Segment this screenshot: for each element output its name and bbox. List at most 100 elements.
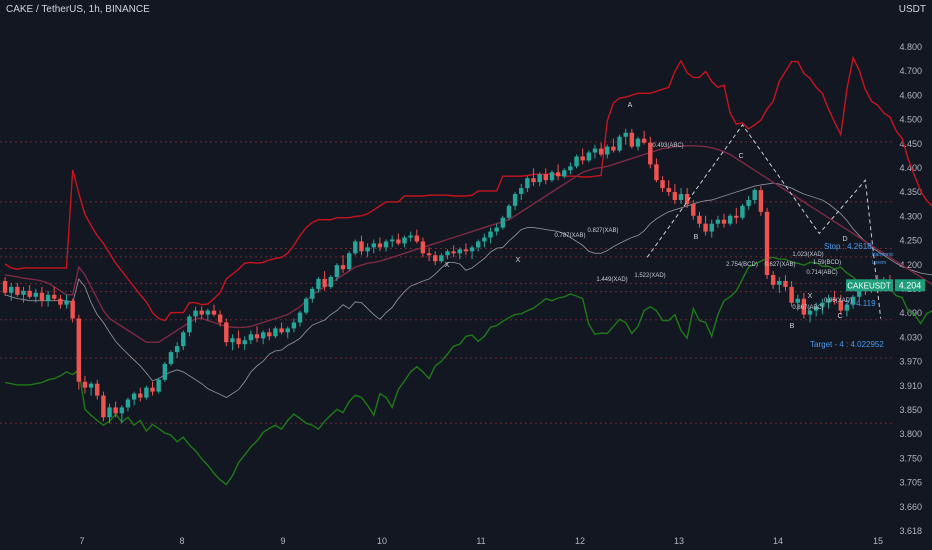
candle-body [691, 203, 696, 216]
candle-body [389, 239, 395, 242]
y-tick-label: 4.200 [899, 260, 922, 270]
candle-body [402, 237, 407, 244]
candle-body [297, 312, 303, 323]
candle-body [113, 407, 118, 414]
y-tick-label: 3.800 [899, 429, 922, 439]
y-tick-label: 4.350 [899, 187, 922, 197]
symbol-tag-label: CAKEUSDT [847, 281, 891, 290]
y-tick-label: 4.030 [899, 332, 922, 342]
candle-body [316, 278, 321, 289]
mini-label: Harmonic [872, 252, 894, 258]
candle-body [174, 346, 180, 353]
y-tick-label: 3.750 [899, 453, 922, 463]
ratio-label: 0.627(XAB) [764, 262, 795, 268]
candle-body [359, 241, 364, 252]
candle-body [187, 316, 192, 333]
candle-body [322, 278, 327, 287]
candle-body [697, 215, 702, 224]
pattern-point-label: X [808, 293, 813, 300]
y-tick-label: 3.910 [899, 381, 922, 391]
candle-body [506, 205, 512, 218]
pattern-point-label: B [790, 323, 795, 330]
last-price-tag [895, 279, 925, 292]
candle-body [138, 393, 143, 398]
target-4-label: Target - 4 : 4.022952 [810, 340, 884, 349]
pattern-point-label: B [694, 234, 699, 241]
candle-body [119, 407, 125, 414]
target-2-label: 2 : 4.119 [845, 299, 876, 308]
pattern-point-label: D [842, 236, 847, 243]
candle-body [101, 395, 106, 418]
candle-body [21, 290, 26, 295]
candle-body [125, 399, 131, 408]
candle-body [488, 231, 493, 238]
y-tick-label: 3.850 [899, 405, 922, 415]
candle-body [144, 387, 149, 398]
candle-body [752, 190, 757, 200]
candle-body [727, 215, 733, 224]
candle-body [807, 310, 813, 315]
candle-body [131, 393, 137, 400]
candle-body [248, 334, 254, 341]
candle-body [82, 381, 88, 388]
pattern-point-label: C [837, 313, 842, 320]
candle-body [672, 192, 678, 200]
candle-body [199, 310, 204, 315]
candle-body [795, 298, 800, 303]
candle-body [531, 178, 536, 183]
candle-body [310, 288, 315, 299]
candle-body [684, 194, 690, 204]
y-tick-label: 4.800 [899, 42, 922, 52]
candle-body [420, 241, 426, 254]
last-price-label: 4.204 [899, 280, 922, 290]
candle-body [721, 219, 727, 224]
candle-body [45, 294, 51, 301]
y-tick-label: 4.300 [899, 211, 922, 221]
candle-body [555, 172, 561, 177]
candle-body [181, 332, 186, 347]
candle-body [273, 328, 278, 337]
x-tick-label: 12 [575, 536, 585, 546]
x-tick-label: 9 [280, 536, 285, 546]
candle-body [715, 219, 721, 224]
candle-body [291, 322, 297, 329]
candle-body [236, 338, 241, 345]
candle-body [838, 300, 843, 311]
candle-body [703, 223, 708, 232]
candle-body [211, 310, 217, 315]
candle-body [519, 188, 524, 195]
candle-body [242, 340, 247, 345]
candle-body [678, 194, 684, 200]
candle-body [623, 132, 628, 137]
y-tick-label: 4.400 [899, 163, 922, 173]
ratio-label: 1.023(XAD) [792, 252, 823, 258]
candle-body [95, 383, 100, 396]
candle-body [574, 156, 579, 167]
candle-body [217, 314, 223, 323]
candle-body [592, 148, 598, 153]
candle-body [445, 251, 450, 256]
currency-label: USDT [898, 4, 926, 15]
candle-body [666, 188, 671, 193]
candle-body [813, 306, 819, 311]
ratio-label: 1.449(XAD) [596, 277, 627, 283]
candle-body [254, 334, 260, 339]
candle-body [439, 255, 444, 262]
candle-body [844, 304, 850, 311]
candle-body [39, 292, 45, 301]
candle-body [168, 352, 174, 364]
ratio-label: 0.787(XAB) [554, 233, 585, 239]
candle-body [33, 292, 39, 297]
candle-body [76, 318, 82, 382]
candle-body [476, 241, 481, 248]
candle-body [482, 237, 487, 242]
candle-body [383, 241, 389, 248]
candle-body [635, 138, 641, 147]
candle-body [856, 288, 862, 297]
candle-body [371, 243, 376, 248]
candle-body [629, 132, 635, 147]
candle-body [770, 275, 776, 285]
candle-body [568, 166, 573, 171]
candle-body [641, 138, 647, 143]
